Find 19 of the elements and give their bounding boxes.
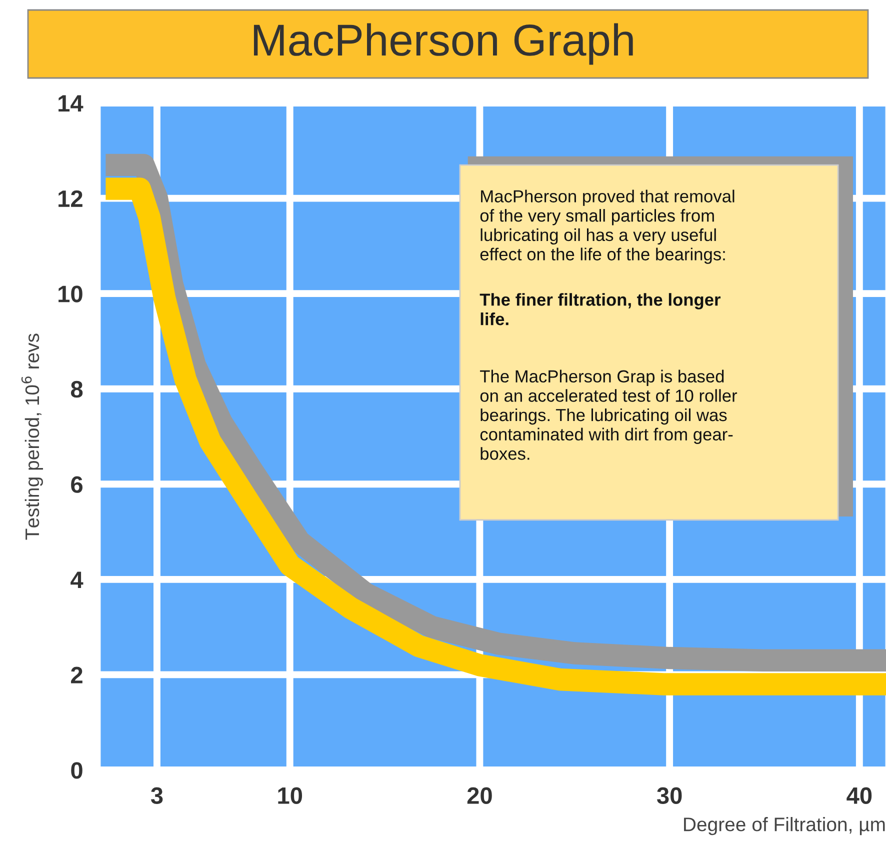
y-tick-label: 6 — [71, 476, 82, 493]
x-tick-label: 20 — [467, 787, 492, 804]
x-tick-label: 40 — [846, 787, 872, 804]
chart-title: MacPherson Graph — [254, 23, 633, 65]
y-tick-label: 10 — [58, 286, 82, 302]
y-tick-label: 12 — [58, 190, 82, 207]
annotation: The finer filtration, the longer life. — [480, 293, 721, 326]
x-tick-label: 30 — [656, 787, 682, 804]
x-tick-label: 3 — [150, 787, 163, 804]
y-axis-title: Testing period, 10$^{6}$ revs — [21, 334, 43, 540]
x-axis-title: Degree of Filtration, µm — [684, 817, 885, 836]
annotation: MacPherson proved that removal of the very small particles from lubricating oil has a very useful effect on the life of the bearings: — [480, 190, 734, 264]
y-tick-label: 2 — [71, 666, 82, 684]
y-tick-label: 0 — [71, 762, 82, 779]
y-tick-label: 4 — [70, 572, 84, 588]
annotation: The MacPherson Grap is based on an accelerated test of 10 roller bearings. The lubricating oil was contaminated with dirt from gear- boxes. — [480, 370, 738, 460]
y-tick-label: 8 — [70, 380, 83, 398]
x-tick-label: 10 — [278, 787, 302, 804]
y-tick-label: 14 — [58, 95, 84, 112]
